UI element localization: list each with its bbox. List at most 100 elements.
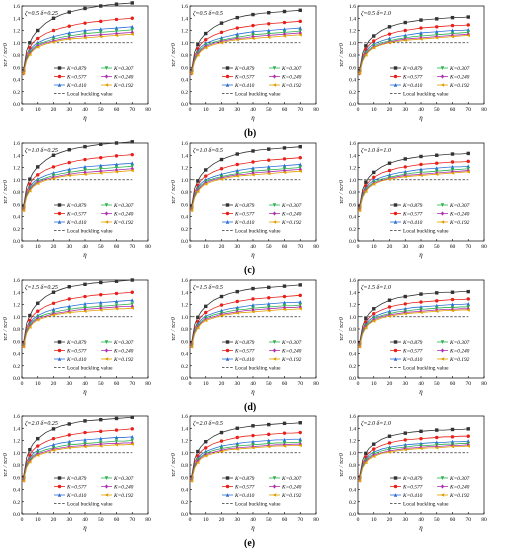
data-point bbox=[364, 451, 368, 456]
x-tick-label: 0 bbox=[21, 244, 24, 250]
x-tick-label: 50 bbox=[98, 381, 104, 387]
data-point bbox=[266, 35, 271, 39]
data-point bbox=[267, 443, 271, 448]
plot-frame bbox=[21, 279, 149, 379]
x-tick-label: 10 bbox=[35, 107, 41, 113]
legend-entry: K=0.410 bbox=[234, 83, 255, 89]
data-point bbox=[35, 453, 40, 457]
data-point bbox=[235, 174, 239, 178]
data-point bbox=[435, 17, 439, 21]
data-point bbox=[130, 168, 134, 173]
data-point bbox=[67, 35, 71, 40]
chart-panel: 0 10 20 30 40 50 60 70 80 0.0 0.2 0.4 0.6 0.8 1.0 1.2 1.… bbox=[338, 141, 487, 259]
data-point bbox=[282, 294, 287, 299]
y-tick-label: 1.4 bbox=[181, 153, 188, 159]
data-point bbox=[267, 158, 271, 162]
y-tick-label: 1.2 bbox=[181, 29, 188, 35]
series-line bbox=[191, 9, 301, 71]
y-tick-label: 0.0 bbox=[13, 376, 20, 382]
y-tick-label: 0.4 bbox=[13, 215, 20, 221]
legend-entry: K=0.577 bbox=[234, 212, 255, 218]
data-point bbox=[114, 307, 119, 311]
data-point bbox=[27, 52, 32, 57]
x-tick-label: 30 bbox=[234, 517, 240, 523]
legend-entry: K=0.410 bbox=[234, 220, 255, 226]
data-point bbox=[51, 153, 56, 157]
data-point bbox=[219, 157, 224, 162]
data-point bbox=[67, 285, 71, 289]
data-point bbox=[251, 297, 255, 301]
data-point bbox=[83, 437, 87, 442]
data-point bbox=[196, 42, 200, 47]
data-point bbox=[114, 26, 119, 30]
data-point bbox=[196, 315, 200, 320]
data-point bbox=[403, 310, 407, 315]
y-tick-label: 1.4 bbox=[349, 426, 356, 432]
data-point bbox=[99, 300, 103, 305]
data-point bbox=[419, 35, 423, 40]
data-point bbox=[51, 427, 56, 431]
data-point bbox=[36, 301, 40, 305]
x-tick-label: 40 bbox=[418, 517, 424, 523]
data-point bbox=[298, 33, 302, 37]
data-point bbox=[387, 305, 392, 309]
data-point bbox=[450, 152, 455, 156]
data-point bbox=[282, 307, 287, 312]
data-point bbox=[363, 53, 368, 57]
x-tick-label: 30 bbox=[402, 381, 408, 387]
data-point bbox=[67, 24, 71, 28]
y-axis-label: τcr / τcr0 bbox=[338, 42, 345, 67]
x-tick-label: 60 bbox=[114, 107, 120, 113]
y-tick-label: 0.8 bbox=[181, 53, 188, 59]
data-point bbox=[203, 45, 208, 50]
data-point bbox=[364, 44, 368, 48]
data-point bbox=[189, 71, 194, 76]
legend-entry: K=0.307 bbox=[449, 66, 470, 72]
legend-entry: K=0.410 bbox=[66, 357, 87, 363]
data-point bbox=[372, 175, 376, 179]
data-point bbox=[387, 441, 392, 445]
data-point bbox=[298, 144, 302, 149]
data-point bbox=[28, 45, 32, 50]
data-point bbox=[466, 23, 470, 27]
data-point bbox=[235, 32, 239, 36]
x-tick-label: 30 bbox=[234, 381, 240, 387]
chart-panel: 0 10 20 30 40 50 60 70 80 0.0 0.2 0.4 0.6 0.8 1.0 1.2 1.… bbox=[170, 4, 319, 122]
data-point bbox=[204, 317, 208, 322]
data-point bbox=[51, 16, 56, 20]
x-tick-label: 10 bbox=[35, 244, 41, 250]
legend-entry: K=0.307 bbox=[281, 66, 302, 72]
data-point bbox=[219, 30, 224, 35]
data-point bbox=[83, 28, 87, 33]
legend-marker bbox=[393, 66, 398, 70]
data-point bbox=[203, 318, 208, 323]
x-tick-label: 60 bbox=[114, 517, 120, 523]
data-point bbox=[114, 291, 119, 296]
x-axis-label: η bbox=[83, 251, 87, 259]
data-point bbox=[114, 154, 119, 158]
legend-marker bbox=[57, 203, 62, 207]
data-point bbox=[387, 161, 392, 165]
data-point bbox=[130, 164, 134, 169]
data-point bbox=[219, 449, 224, 454]
data-point bbox=[83, 144, 87, 149]
y-tick-label: 0.0 bbox=[181, 239, 188, 245]
data-point bbox=[83, 307, 87, 312]
data-point bbox=[51, 290, 56, 294]
data-point bbox=[403, 28, 407, 33]
data-point bbox=[99, 163, 103, 168]
legend-entry: K=0.879 bbox=[66, 203, 87, 209]
legend-marker bbox=[440, 220, 445, 224]
data-point bbox=[387, 168, 392, 173]
data-point bbox=[130, 161, 134, 165]
data-point bbox=[435, 166, 439, 170]
data-point bbox=[130, 302, 134, 306]
data-point bbox=[235, 152, 239, 156]
y-tick-label: 0.4 bbox=[181, 215, 188, 221]
data-point bbox=[114, 2, 119, 6]
y-tick-label: 1.2 bbox=[13, 166, 20, 172]
y-tick-label: 0.8 bbox=[13, 53, 20, 59]
data-point bbox=[130, 306, 134, 310]
legend-entry: Local buckling value bbox=[67, 502, 113, 508]
x-tick-label: 20 bbox=[51, 381, 57, 387]
